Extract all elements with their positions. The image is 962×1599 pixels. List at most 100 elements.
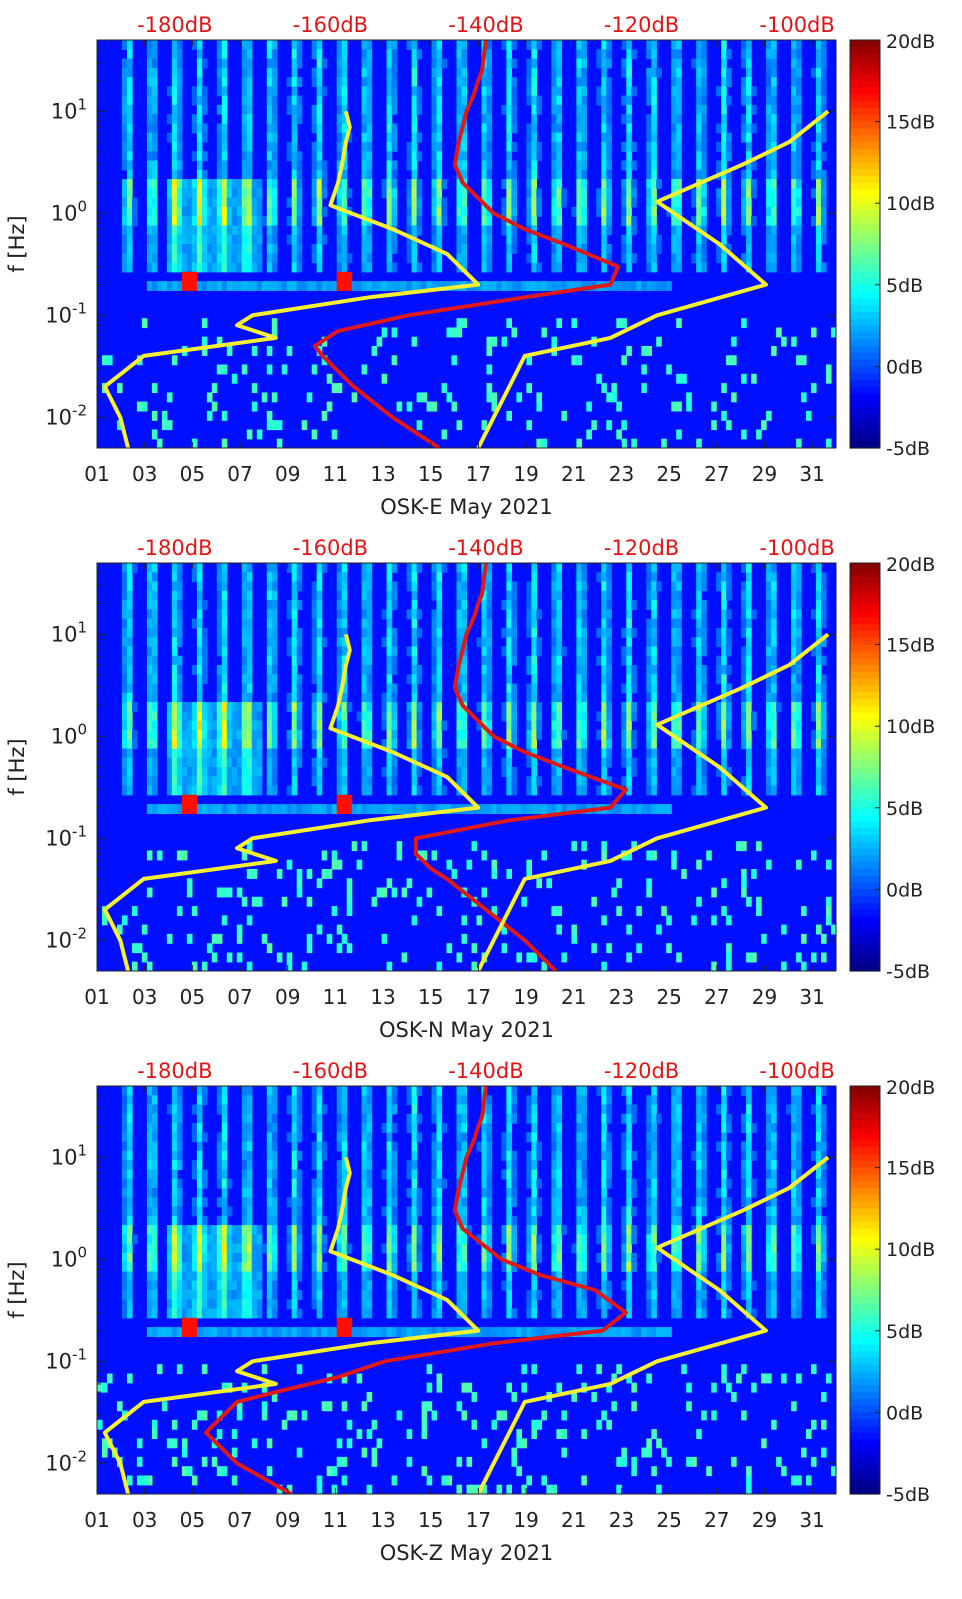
spectrogram-cell [696, 86, 702, 97]
spectrogram-cell [171, 711, 178, 722]
spectrogram-cell [341, 1160, 348, 1171]
spectrogram-cell [271, 1225, 278, 1235]
colorbar-segment [850, 590, 880, 598]
spectrogram-cell [431, 77, 438, 87]
spectrogram-cell [191, 1327, 198, 1337]
spectrogram-cell [241, 49, 248, 60]
spectrogram-cell [436, 692, 443, 703]
spectrogram-cell [581, 179, 587, 189]
spectrogram-cell [161, 281, 168, 291]
spectrogram-cell [646, 665, 652, 675]
spectrogram-cell [731, 392, 737, 403]
spectrogram-cell [816, 600, 822, 610]
spectrogram-cell [171, 1327, 178, 1337]
spectrogram-cell [226, 346, 233, 356]
spectrogram-cell [746, 123, 752, 134]
spectrogram-cell [461, 720, 468, 731]
spectrogram-cell [291, 206, 298, 217]
spectrogram-cell [706, 850, 712, 861]
spectrogram-cell [486, 364, 493, 375]
spectrogram-cell [136, 1438, 143, 1449]
spectrogram-cell [216, 1225, 223, 1235]
spectrogram-cell [696, 234, 702, 245]
spectrogram-cell [766, 114, 772, 125]
spectrogram-cell [411, 618, 418, 629]
spectrogram-cell [246, 1206, 253, 1217]
spectrogram-cell [551, 646, 557, 657]
spectrogram-cell [656, 179, 662, 189]
spectrogram-cell [166, 206, 173, 217]
spectrogram-cell [386, 132, 393, 143]
spectrogram-cell [556, 572, 562, 583]
spectrogram-cell [306, 869, 313, 879]
spectrogram-cell [676, 952, 682, 963]
spectrogram-cell [171, 281, 178, 291]
spectrogram-cell [551, 906, 557, 916]
spectrogram-cell [266, 1206, 273, 1217]
spectrogram-cell [481, 785, 488, 796]
spectrogram-cell [316, 253, 323, 264]
spectrogram-cell [456, 609, 463, 620]
spectrogram-cell [151, 1234, 158, 1245]
spectrogram-cell [606, 618, 612, 629]
spectrogram-cell [696, 785, 702, 796]
spectrogram-cell [191, 720, 198, 731]
spectrogram-cell [346, 794, 353, 805]
spectrogram-cell [406, 572, 413, 583]
spectrogram-cell [186, 281, 193, 291]
spectrogram-cell [231, 720, 238, 731]
spectrogram-cell [766, 692, 772, 703]
spectrogram-cell [122, 609, 128, 620]
spectrogram-cell [146, 655, 153, 666]
spectrogram-cell [626, 748, 632, 759]
spectrogram-cell [601, 188, 607, 199]
spectrogram-cell [391, 757, 398, 768]
spectrogram-cell [671, 49, 677, 60]
spectrogram-cell [456, 216, 463, 227]
spectrogram-cell [286, 142, 293, 152]
spectrogram-cell [486, 346, 493, 356]
spectrogram-cell [341, 702, 348, 712]
spectrogram-cell [631, 804, 637, 814]
colorbar-segment [850, 950, 880, 958]
spectrogram-cell [506, 95, 512, 106]
spectrogram-cell [151, 225, 158, 236]
spectrogram-cell [336, 1197, 343, 1208]
spectrogram-cell [406, 729, 413, 740]
spectrogram-cell [201, 711, 208, 722]
spectrogram-cell [821, 618, 827, 629]
spectrogram-cell [196, 142, 203, 152]
spectrogram-cell [486, 720, 493, 731]
spectrogram-cell [97, 1419, 103, 1430]
spectrogram-cell [791, 244, 797, 254]
spectrogram-cell [336, 1086, 343, 1096]
spectrogram-cell [286, 77, 293, 87]
spectrogram-cell [241, 86, 248, 97]
spectrogram-cell [531, 702, 537, 712]
spectrogram-cell [146, 683, 153, 694]
spectrogram-cell [601, 637, 607, 648]
spectrogram-cell [416, 729, 423, 740]
spectrogram-cell [796, 77, 802, 87]
spectrogram-cell [481, 609, 488, 620]
spectrogram-cell [231, 757, 238, 768]
spectrogram-cell [336, 281, 343, 291]
spectrogram-cell [211, 776, 218, 787]
spectrogram-cell [246, 40, 253, 50]
spectrogram-cell [821, 58, 827, 69]
spectrogram-cell [651, 262, 657, 273]
spectrogram-cell [331, 281, 338, 291]
spectrogram-cell [361, 748, 368, 759]
spectrogram-cell [271, 674, 278, 685]
spectrogram-cell [676, 646, 682, 657]
spectrogram-cell [676, 720, 682, 731]
spectrogram-cell [181, 262, 188, 273]
spectrogram-cell [266, 600, 273, 610]
spectrogram-cell [246, 757, 253, 768]
spectrogram-cell [236, 197, 243, 208]
spectrogram-cell [127, 1234, 133, 1245]
spectrogram-cell [221, 1215, 228, 1226]
spectrogram-cell [726, 142, 732, 152]
spectrogram-cell [316, 1484, 323, 1494]
spectrogram-cell [171, 655, 178, 666]
